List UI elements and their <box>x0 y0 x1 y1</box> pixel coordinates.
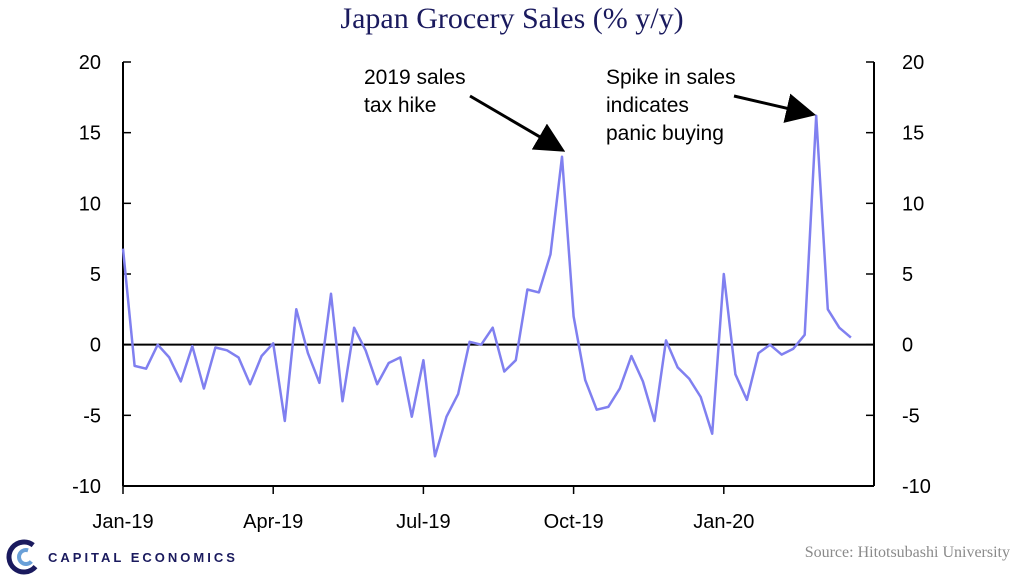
y-tick-label-left: 20 <box>79 52 101 74</box>
chart-title: Japan Grocery Sales (% y/y) <box>340 2 684 35</box>
y-tick-label-right: -5 <box>902 405 920 427</box>
x-tick-label: Oct-19 <box>544 511 604 533</box>
annotation-arrow <box>469 94 566 152</box>
brand-name: CAPITAL ECONOMICS <box>48 549 238 565</box>
annotation-text: tax hike <box>364 94 436 117</box>
y-tick-label-right: 10 <box>902 193 924 215</box>
y-tick-label-left: -10 <box>72 476 101 498</box>
annotation-text: panic buying <box>606 122 724 145</box>
x-tick-label: Jan-19 <box>92 511 153 533</box>
brand-logo-icon <box>6 539 42 575</box>
y-tick-label-right: 20 <box>902 52 924 74</box>
y-tick-label-right: 0 <box>902 335 913 357</box>
capital-economics-logo: CAPITAL ECONOMICS <box>6 538 238 576</box>
y-tick-label-right: 5 <box>902 264 913 286</box>
y-tick-label-right: -10 <box>902 476 931 498</box>
series-line <box>121 114 852 458</box>
x-tick-label: Apr-19 <box>243 511 303 533</box>
annotation-text: Spike in sales <box>606 66 736 89</box>
x-tick-label: Jan-20 <box>693 511 754 533</box>
annotation-arrow <box>733 93 817 123</box>
y-tick-label-left: 15 <box>79 123 101 145</box>
y-tick-label-left: 10 <box>79 193 101 215</box>
source-note: Source: Hitotsubashi University <box>804 544 1010 561</box>
annotation-text: indicates <box>606 94 689 117</box>
y-tick-label-right: 15 <box>902 123 924 145</box>
x-tick-label: Jul-19 <box>396 511 450 533</box>
y-tick-label-left: -5 <box>83 405 101 427</box>
y-tick-label-left: 5 <box>90 264 101 286</box>
y-tick-label-left: 0 <box>90 335 101 357</box>
annotation-text: 2019 sales <box>364 66 466 89</box>
